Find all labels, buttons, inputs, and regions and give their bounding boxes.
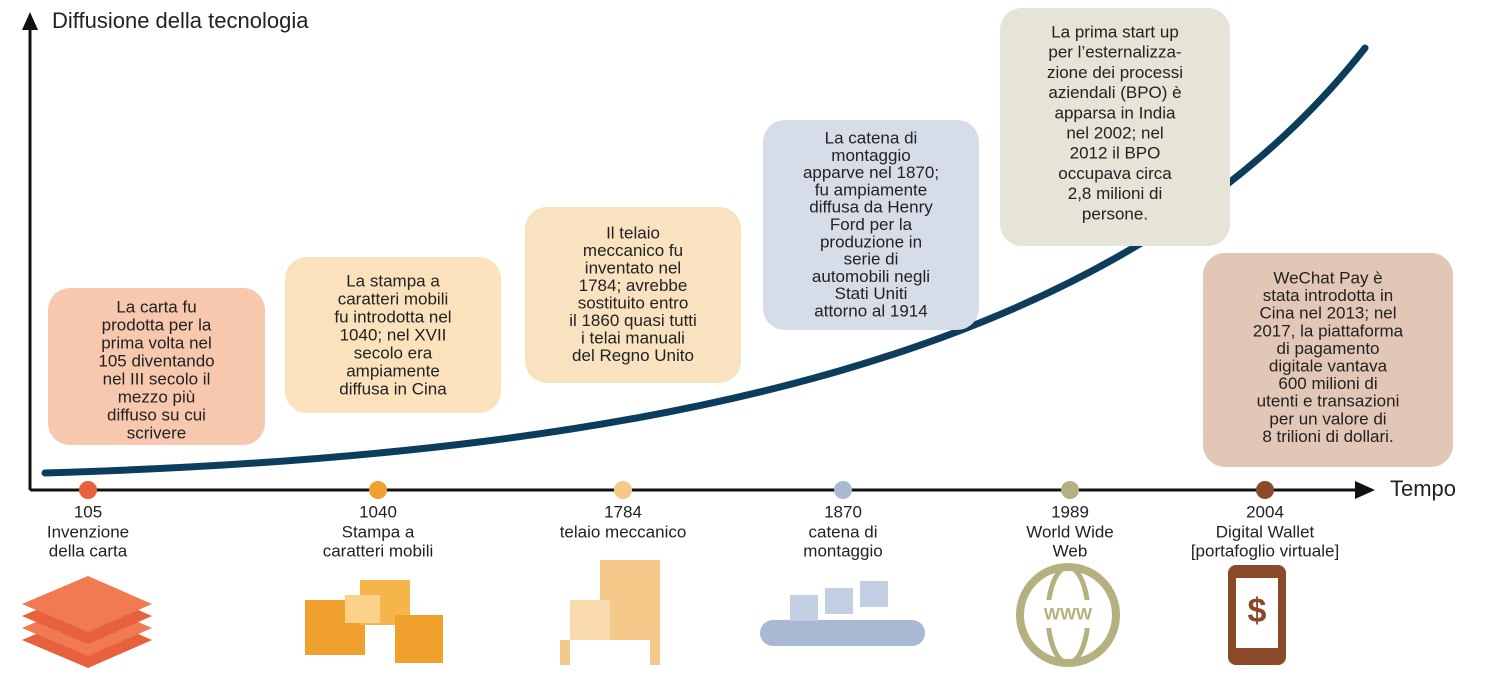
note-line: meccanico fu <box>583 241 683 260</box>
note-line: prima volta nel <box>101 333 212 352</box>
note-box <box>48 288 265 445</box>
note-box <box>1000 8 1230 246</box>
note-line: aziendali (BPO) è <box>1048 83 1181 102</box>
note-line: per un valore di <box>1269 409 1386 428</box>
note-line: del Regno Unito <box>572 346 694 365</box>
note-line: 2,8 milioni di <box>1068 184 1163 203</box>
y-axis-label: Diffusione della tecnologia <box>52 8 309 33</box>
assembly-icon <box>760 581 925 646</box>
growth-curve <box>41 44 1369 477</box>
event-label: Digital Wallet <box>1216 522 1315 541</box>
event-year: 105 <box>74 502 102 521</box>
note-line: fu introdotta nel <box>334 307 451 326</box>
event-year: 2004 <box>1246 502 1284 521</box>
note-line: Stati Uniti <box>835 284 908 303</box>
event-label: catena di <box>809 522 878 541</box>
event-label: telaio meccanico <box>560 522 687 541</box>
event-dot <box>614 481 632 499</box>
note-line: ampiamente <box>346 361 440 380</box>
event-dot <box>834 481 852 499</box>
note-line: di pagamento <box>1276 339 1379 358</box>
note-line: persone. <box>1082 204 1148 223</box>
note-line: 1784; avrebbe <box>579 276 688 295</box>
note-line: nel 2002; nel <box>1066 123 1163 142</box>
note-line: attorno al 1914 <box>814 301 927 320</box>
note-line: La catena di <box>825 128 918 147</box>
type-icon <box>305 580 443 663</box>
note-line: 8 trilioni di dollari. <box>1262 427 1393 446</box>
event-label: Invenzione <box>47 522 129 541</box>
note-line: il 1860 quasi tutti <box>569 311 697 330</box>
note-line: diffusa in Cina <box>339 379 447 398</box>
note-line: produzione in <box>820 232 922 251</box>
event-dot <box>1061 481 1079 499</box>
note-line: utenti e transazioni <box>1257 392 1400 411</box>
event-year: 1870 <box>824 502 862 521</box>
note-line: scrivere <box>127 423 187 442</box>
note-line: per l’esternalizza- <box>1048 43 1181 62</box>
note-line: 2012 il BPO <box>1070 144 1161 163</box>
note-line: apparve nel 1870; <box>803 163 939 182</box>
event-dot <box>1256 481 1274 499</box>
note-line: montaggio <box>831 146 910 165</box>
note-line: WeChat Pay è <box>1273 268 1382 287</box>
note-line: automobili negli <box>812 267 930 286</box>
note-box <box>525 207 741 383</box>
y-arrow <box>22 12 38 30</box>
note-line: occupava circa <box>1058 164 1172 183</box>
paper-icon <box>22 576 152 668</box>
event-label: Web <box>1053 541 1088 560</box>
note-line: Cina nel 2013; nel <box>1259 304 1396 323</box>
note-line: Il telaio <box>606 223 660 242</box>
note-line: La prima start up <box>1051 22 1179 41</box>
note-line: Ford per la <box>830 215 913 234</box>
note-line: sostituito entro <box>578 293 689 312</box>
note-box <box>1203 253 1453 467</box>
note-line: 105 diventando <box>98 351 214 370</box>
note-box <box>285 257 501 413</box>
note-line: apparsa in India <box>1055 103 1177 122</box>
event-year: 1989 <box>1051 502 1089 521</box>
icons: WWW $ <box>22 560 1286 668</box>
loom-icon <box>560 560 660 665</box>
x-axis-label: Tempo <box>1390 476 1456 501</box>
note-line: serie di <box>844 250 899 269</box>
note-line: 1040; nel XVII <box>340 325 447 344</box>
www-icon: WWW <box>1016 563 1120 667</box>
svg-text:WWW: WWW <box>1044 604 1093 623</box>
note-line: diffusa da Henry <box>809 198 933 217</box>
note-line: inventato nel <box>585 258 681 277</box>
note-line: fu ampiamente <box>815 180 927 199</box>
note-line: digitale vantava <box>1269 356 1388 375</box>
note-line: secolo era <box>354 343 433 362</box>
event-year: 1040 <box>359 502 397 521</box>
note-line: 2017, la piattaforma <box>1253 321 1404 340</box>
event-label: World Wide <box>1026 522 1114 541</box>
note-line: nel III secolo il <box>103 369 211 388</box>
svg-text:$: $ <box>1248 592 1267 630</box>
note-line: i telai manuali <box>581 328 685 347</box>
event-dot <box>79 481 97 499</box>
note-line: La carta fu <box>116 297 196 316</box>
note-box <box>763 120 979 330</box>
note-line: diffuso su cui <box>107 405 206 424</box>
event-label: caratteri mobili <box>323 541 434 560</box>
note-line: caratteri mobili <box>338 289 449 308</box>
event-year: 1784 <box>604 502 642 521</box>
note-line: La stampa a <box>346 271 440 290</box>
event-label: della carta <box>49 541 128 560</box>
event-label: Stampa a <box>342 522 415 541</box>
event-label: montaggio <box>803 541 882 560</box>
x-arrow <box>1355 481 1375 499</box>
note-line: zione dei processi <box>1047 63 1183 82</box>
event-dot <box>369 481 387 499</box>
event-label: [portafoglio virtuale] <box>1191 541 1339 560</box>
note-line: prodotta per la <box>102 315 212 334</box>
phone-icon: $ <box>1228 565 1286 665</box>
note-line: 600 milioni di <box>1278 374 1377 393</box>
note-line: stata introdotta in <box>1263 286 1393 305</box>
note-line: mezzo più <box>118 387 195 406</box>
